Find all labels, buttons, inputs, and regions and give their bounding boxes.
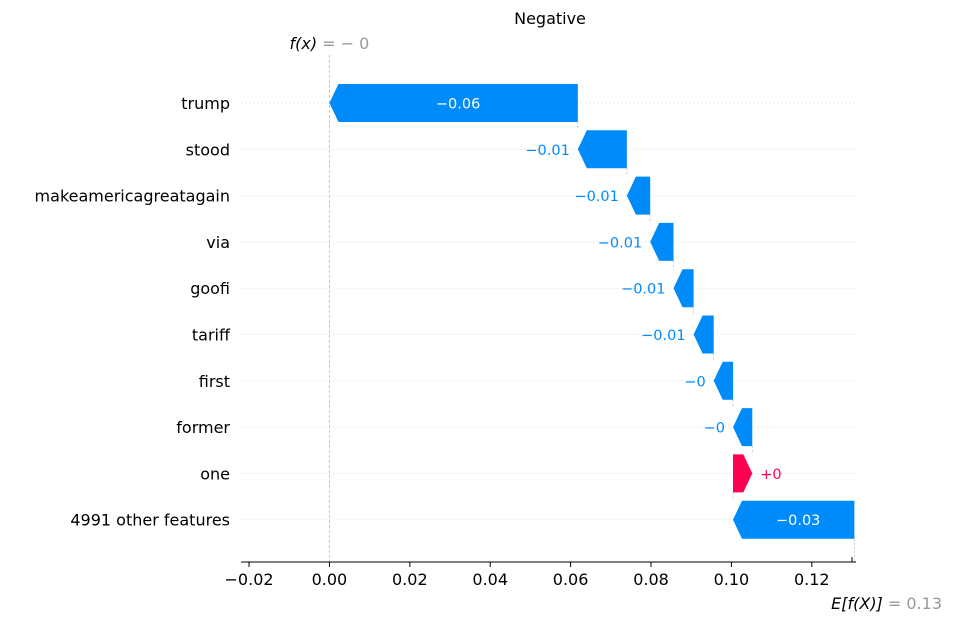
x-tick-label: 0.10	[714, 570, 750, 589]
x-tick-label: 0.08	[633, 570, 669, 589]
fx-annotation: f(x) = − 0	[290, 34, 370, 53]
x-tick-label: 0.12	[794, 570, 830, 589]
labels-layer: trump −0.06 stood −0.01 makeamericagreatagai…	[35, 94, 821, 530]
value-label: +0	[760, 467, 781, 483]
bar-stood	[577, 130, 627, 169]
bar-4991-other-features	[733, 500, 855, 539]
bar-tariff	[693, 315, 714, 354]
x-tick-label: 0.04	[472, 570, 508, 589]
bar-makeamericagreatagain	[626, 176, 651, 215]
chart-title: Negative	[514, 9, 586, 28]
x-tick-label: 0.02	[392, 570, 428, 589]
bar-via	[650, 222, 674, 261]
feature-label: makeamericagreatagain	[35, 187, 230, 206]
value-label: −0.01	[621, 282, 665, 298]
value-label: −0.01	[574, 189, 618, 205]
feature-label: goofi	[190, 279, 230, 298]
x-tick-label: 0.00	[312, 570, 348, 589]
value-label: −0.01	[598, 235, 642, 251]
value-label: −0.03	[776, 513, 820, 529]
bar-former	[733, 408, 753, 447]
feature-label: trump	[181, 94, 230, 113]
feature-label: 4991 other features	[70, 511, 230, 530]
feature-label: tariff	[192, 326, 231, 345]
x-tick-label: 0.06	[553, 570, 589, 589]
ex-annotation: E[f(X)] = 0.13	[831, 594, 942, 613]
value-label: −0.01	[641, 328, 685, 344]
bar-first	[713, 361, 733, 400]
feature-label: via	[206, 233, 230, 252]
fx-value: = − 0	[317, 34, 369, 53]
fx-label: f(x)	[290, 34, 318, 53]
bar-trump	[329, 84, 578, 122]
x-axis: −0.02 0.00 0.02 0.04 0.06 0.08 0.10 0.12 f(x) = …	[225, 34, 942, 613]
value-label: −0	[704, 421, 725, 437]
feature-label: stood	[186, 140, 230, 159]
grid-layer	[241, 102, 856, 521]
feature-label: first	[199, 372, 230, 391]
value-label: −0	[684, 374, 705, 390]
x-tick-label: −0.02	[225, 570, 274, 589]
feature-label: former	[176, 418, 230, 437]
bar-one	[733, 454, 753, 493]
bars-layer	[329, 84, 855, 539]
value-label: −0.01	[525, 143, 569, 159]
value-label: −0.06	[436, 97, 480, 113]
ex-label: E[f(X)]	[831, 594, 883, 613]
bar-goofi	[673, 269, 694, 308]
reference-lines	[329, 55, 855, 562]
ex-value: = 0.13	[883, 594, 942, 613]
feature-label: one	[200, 464, 230, 483]
